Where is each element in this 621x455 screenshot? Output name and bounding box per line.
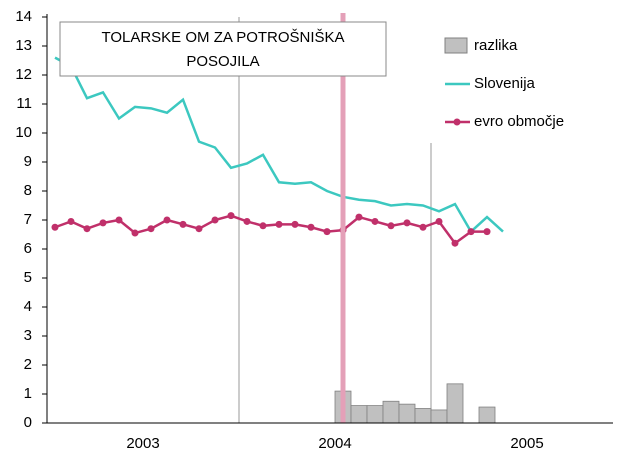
- y-tick-label: 6: [24, 240, 32, 257]
- bar: [430, 409, 448, 424]
- marker: [227, 212, 235, 220]
- chart-title: TOLARSKE OM ZA POTROŠNIŠKA: [101, 29, 344, 46]
- y-tick-label: 9: [24, 153, 32, 170]
- marker: [179, 220, 187, 228]
- marker: [419, 223, 427, 231]
- line: [54, 56, 504, 234]
- marker: [435, 217, 443, 225]
- marker: [115, 216, 123, 224]
- y-tick-label: 7: [24, 211, 32, 228]
- y-tick-label: 10: [15, 124, 32, 141]
- marker: [451, 239, 459, 247]
- marker: [147, 225, 155, 233]
- marker: [291, 220, 299, 228]
- y-tick-label: 12: [15, 66, 32, 83]
- bar: [446, 383, 464, 424]
- marker: [99, 219, 107, 227]
- marker: [403, 219, 411, 227]
- y-tick-label: 14: [15, 8, 32, 25]
- x-tick-label: 2003: [126, 435, 159, 452]
- marker: [211, 216, 219, 224]
- y-tick-label: 4: [24, 298, 32, 315]
- legend-label: Slovenija: [474, 75, 536, 92]
- y-tick-label: 3: [24, 327, 32, 344]
- marker: [83, 225, 91, 233]
- bar: [478, 406, 496, 424]
- x-tick-label: 2004: [318, 435, 351, 452]
- y-tick-label: 13: [15, 37, 32, 54]
- marker: [355, 213, 363, 221]
- title-box: [59, 21, 387, 77]
- marker: [131, 229, 139, 237]
- x-tick-label: 2005: [510, 435, 543, 452]
- marker: [195, 225, 203, 233]
- marker: [483, 228, 491, 236]
- bar: [398, 403, 416, 424]
- legend-label: evro območje: [474, 113, 564, 130]
- marker: [259, 222, 267, 230]
- marker: [467, 228, 475, 236]
- y-tick-label: 0: [24, 414, 32, 431]
- marker: [163, 216, 171, 224]
- marker: [323, 228, 331, 236]
- bar: [414, 408, 432, 424]
- marker: [307, 223, 315, 231]
- line: [54, 214, 487, 245]
- bar: [366, 405, 384, 424]
- marker: [387, 222, 395, 230]
- y-tick-label: 8: [24, 182, 32, 199]
- y-tick-label: 2: [24, 356, 32, 373]
- chart-title: POSOJILA: [186, 53, 259, 70]
- legend-swatch: [444, 37, 468, 54]
- bar: [350, 405, 368, 424]
- marker: [51, 223, 59, 231]
- legend-label: razlika: [474, 37, 518, 54]
- y-tick-label: 5: [24, 269, 32, 286]
- y-tick-label: 11: [16, 95, 32, 112]
- marker: [371, 217, 379, 225]
- y-tick-label: 1: [24, 385, 32, 402]
- marker: [67, 217, 75, 225]
- marker: [275, 220, 283, 228]
- bar: [382, 400, 400, 424]
- legend-marker: [453, 118, 461, 126]
- marker: [243, 217, 251, 225]
